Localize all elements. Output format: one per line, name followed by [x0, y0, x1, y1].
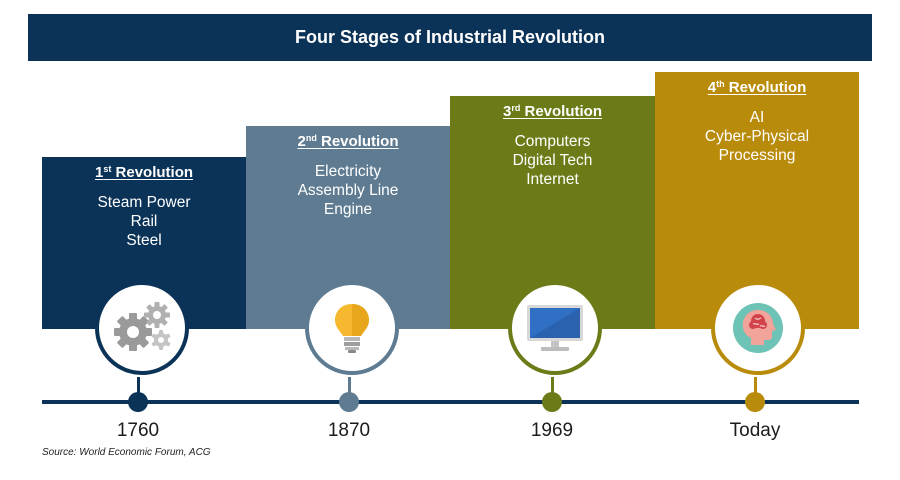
- stage-4-icon-circle: [711, 281, 805, 375]
- stage-2-lines: Electricity Assembly Line Engine: [246, 162, 450, 219]
- stage-4-year: Today: [729, 420, 781, 441]
- stage-1-node: [128, 392, 148, 412]
- stage-3-icon-circle: [508, 281, 602, 375]
- stage-3-line: Digital Tech: [512, 152, 593, 169]
- stage-4-lines: AI Cyber-Physical Processing: [655, 108, 859, 165]
- brain-head-icon: [733, 303, 783, 353]
- stage-1-icon-circle: [95, 281, 189, 375]
- stage-1-line: Steel: [126, 232, 162, 249]
- gears-icon: [114, 302, 171, 351]
- source-note: Source: World Economic Forum, ACG: [42, 447, 211, 458]
- stage-1-line: Steam Power: [97, 194, 191, 211]
- stage-4-connector: [754, 377, 757, 401]
- stage-4-line: Processing: [718, 147, 796, 164]
- stage-3-lines: Computers Digital Tech Internet: [450, 132, 655, 189]
- stage-2-line: Engine: [323, 201, 373, 218]
- stage-3-panel: 3rd Revolution Computers Digital Tech In…: [450, 96, 655, 329]
- stage-3-heading: 3rd Revolution: [502, 103, 602, 120]
- stage-2-year: 1870: [327, 420, 371, 441]
- stage-4-heading: 4th Revolution: [707, 79, 807, 96]
- lightbulb-icon: [335, 304, 369, 353]
- stage-3-connector: [551, 377, 554, 401]
- stage-3-line: Internet: [526, 171, 579, 188]
- stage-4-line: Cyber-Physical: [704, 128, 810, 145]
- stage-1-line: Rail: [130, 213, 158, 230]
- diagram-title: Four Stages of Industrial Revolution: [294, 27, 606, 47]
- stage-1-heading: 1st Revolution: [94, 164, 194, 181]
- stage-2-node: [339, 392, 359, 412]
- stage-4-node: [745, 392, 765, 412]
- title-bar: Four Stages of Industrial Revolution: [28, 14, 872, 61]
- stage-3-year: 1969: [530, 420, 574, 441]
- stage-2-line: Electricity: [314, 163, 382, 180]
- stage-1-year: 1760: [116, 420, 160, 441]
- stage-2-connector: [348, 377, 351, 401]
- stage-3-node: [542, 392, 562, 412]
- stage-1-connector: [137, 377, 140, 401]
- stage-3-line: Computers: [514, 133, 591, 150]
- stage-2-line: Assembly Line: [297, 182, 399, 199]
- stage-2-icon-circle: [305, 281, 399, 375]
- stage-2-heading: 2nd Revolution: [297, 133, 399, 150]
- stage-1-lines: Steam Power Rail Steel: [42, 193, 246, 250]
- timeline-line: [42, 400, 859, 404]
- monitor-icon: [527, 305, 583, 351]
- stage-4-line: AI: [749, 109, 765, 126]
